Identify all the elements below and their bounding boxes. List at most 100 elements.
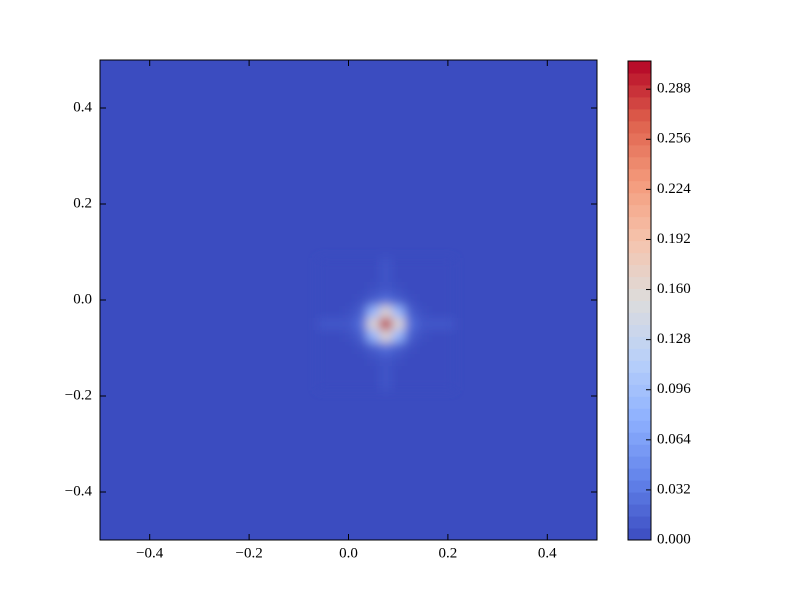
cell bbox=[416, 330, 430, 343]
cell bbox=[354, 294, 368, 307]
colorbar-band bbox=[628, 252, 651, 266]
colorbar-band bbox=[628, 168, 651, 182]
cell bbox=[379, 354, 393, 367]
cell bbox=[354, 258, 368, 271]
cell bbox=[429, 318, 443, 331]
field bbox=[317, 258, 455, 391]
cell bbox=[354, 306, 368, 319]
colorbar-band bbox=[628, 312, 651, 325]
cell bbox=[441, 306, 455, 319]
cell bbox=[441, 258, 455, 271]
cell bbox=[329, 378, 343, 391]
cell bbox=[329, 270, 343, 283]
cell bbox=[429, 378, 443, 391]
cell bbox=[329, 366, 343, 379]
cell bbox=[379, 378, 393, 391]
cell bbox=[404, 342, 418, 355]
cell bbox=[317, 342, 331, 355]
cell bbox=[429, 294, 443, 307]
cell bbox=[441, 342, 455, 355]
cell bbox=[391, 258, 405, 271]
colorbar-tick-label: 0.064 bbox=[657, 431, 691, 447]
field-cells bbox=[317, 258, 455, 391]
cell bbox=[342, 342, 356, 355]
cell bbox=[329, 258, 343, 271]
cell bbox=[404, 378, 418, 391]
cell bbox=[379, 330, 393, 343]
cell bbox=[367, 306, 381, 319]
cell bbox=[404, 282, 418, 295]
cell bbox=[416, 270, 430, 283]
colorbar-band bbox=[628, 444, 651, 457]
colorbar-tick-label: 0.256 bbox=[657, 131, 691, 147]
cell bbox=[342, 378, 356, 391]
cell bbox=[441, 318, 455, 331]
cell bbox=[391, 282, 405, 295]
cell bbox=[404, 294, 418, 307]
colorbar-band bbox=[628, 84, 651, 98]
cell bbox=[416, 258, 430, 271]
cell bbox=[367, 378, 381, 391]
cell bbox=[391, 318, 405, 331]
colorbar-tick-label: 0.192 bbox=[657, 231, 691, 247]
cell bbox=[354, 366, 368, 379]
cell bbox=[317, 306, 331, 319]
colorbar-band bbox=[628, 276, 651, 290]
cell bbox=[379, 258, 393, 271]
cell bbox=[379, 282, 393, 295]
cell bbox=[429, 306, 443, 319]
cell bbox=[329, 318, 343, 331]
colorbar-frame bbox=[627, 60, 652, 541]
cell bbox=[317, 366, 331, 379]
colorbar-band bbox=[628, 204, 651, 218]
colorbar-band bbox=[628, 468, 651, 481]
colorbar-band bbox=[628, 108, 651, 122]
cell bbox=[379, 270, 393, 283]
colorbar-band bbox=[628, 144, 651, 158]
colorbar-band bbox=[628, 240, 651, 254]
colorbar-band bbox=[628, 396, 651, 409]
colorbar-band bbox=[628, 324, 651, 337]
colorbar-band bbox=[628, 384, 651, 397]
cell bbox=[342, 306, 356, 319]
cell bbox=[354, 330, 368, 343]
cell bbox=[329, 354, 343, 367]
cell bbox=[416, 354, 430, 367]
colorbar-band bbox=[628, 72, 651, 86]
cell bbox=[367, 354, 381, 367]
colorbar-band bbox=[628, 228, 651, 242]
cell bbox=[441, 378, 455, 391]
cell bbox=[404, 318, 418, 331]
cell bbox=[441, 354, 455, 367]
cell bbox=[367, 318, 381, 331]
cell bbox=[367, 366, 381, 379]
cell bbox=[354, 342, 368, 355]
y-tick-label: 0.4 bbox=[73, 99, 92, 115]
colorbar-tick-label: 0.128 bbox=[657, 331, 691, 347]
cell bbox=[379, 318, 393, 331]
cell bbox=[329, 330, 343, 343]
cell bbox=[416, 282, 430, 295]
colorbar-band bbox=[628, 120, 651, 134]
cell bbox=[391, 270, 405, 283]
colorbar-band bbox=[628, 300, 651, 313]
cell bbox=[317, 270, 331, 283]
cell bbox=[317, 378, 331, 391]
cell bbox=[391, 306, 405, 319]
cell bbox=[391, 378, 405, 391]
cell bbox=[429, 330, 443, 343]
cell bbox=[404, 258, 418, 271]
cell bbox=[391, 354, 405, 367]
y-tick-label: 0.0 bbox=[73, 291, 92, 307]
cell bbox=[342, 258, 356, 271]
cell bbox=[429, 258, 443, 271]
cell bbox=[379, 342, 393, 355]
cell bbox=[367, 330, 381, 343]
cell bbox=[379, 306, 393, 319]
cell bbox=[317, 330, 331, 343]
colorbar-tick-label: 0.000 bbox=[657, 531, 691, 547]
cell bbox=[317, 282, 331, 295]
cell bbox=[416, 306, 430, 319]
colorbar-band bbox=[628, 372, 651, 385]
cell bbox=[404, 270, 418, 283]
